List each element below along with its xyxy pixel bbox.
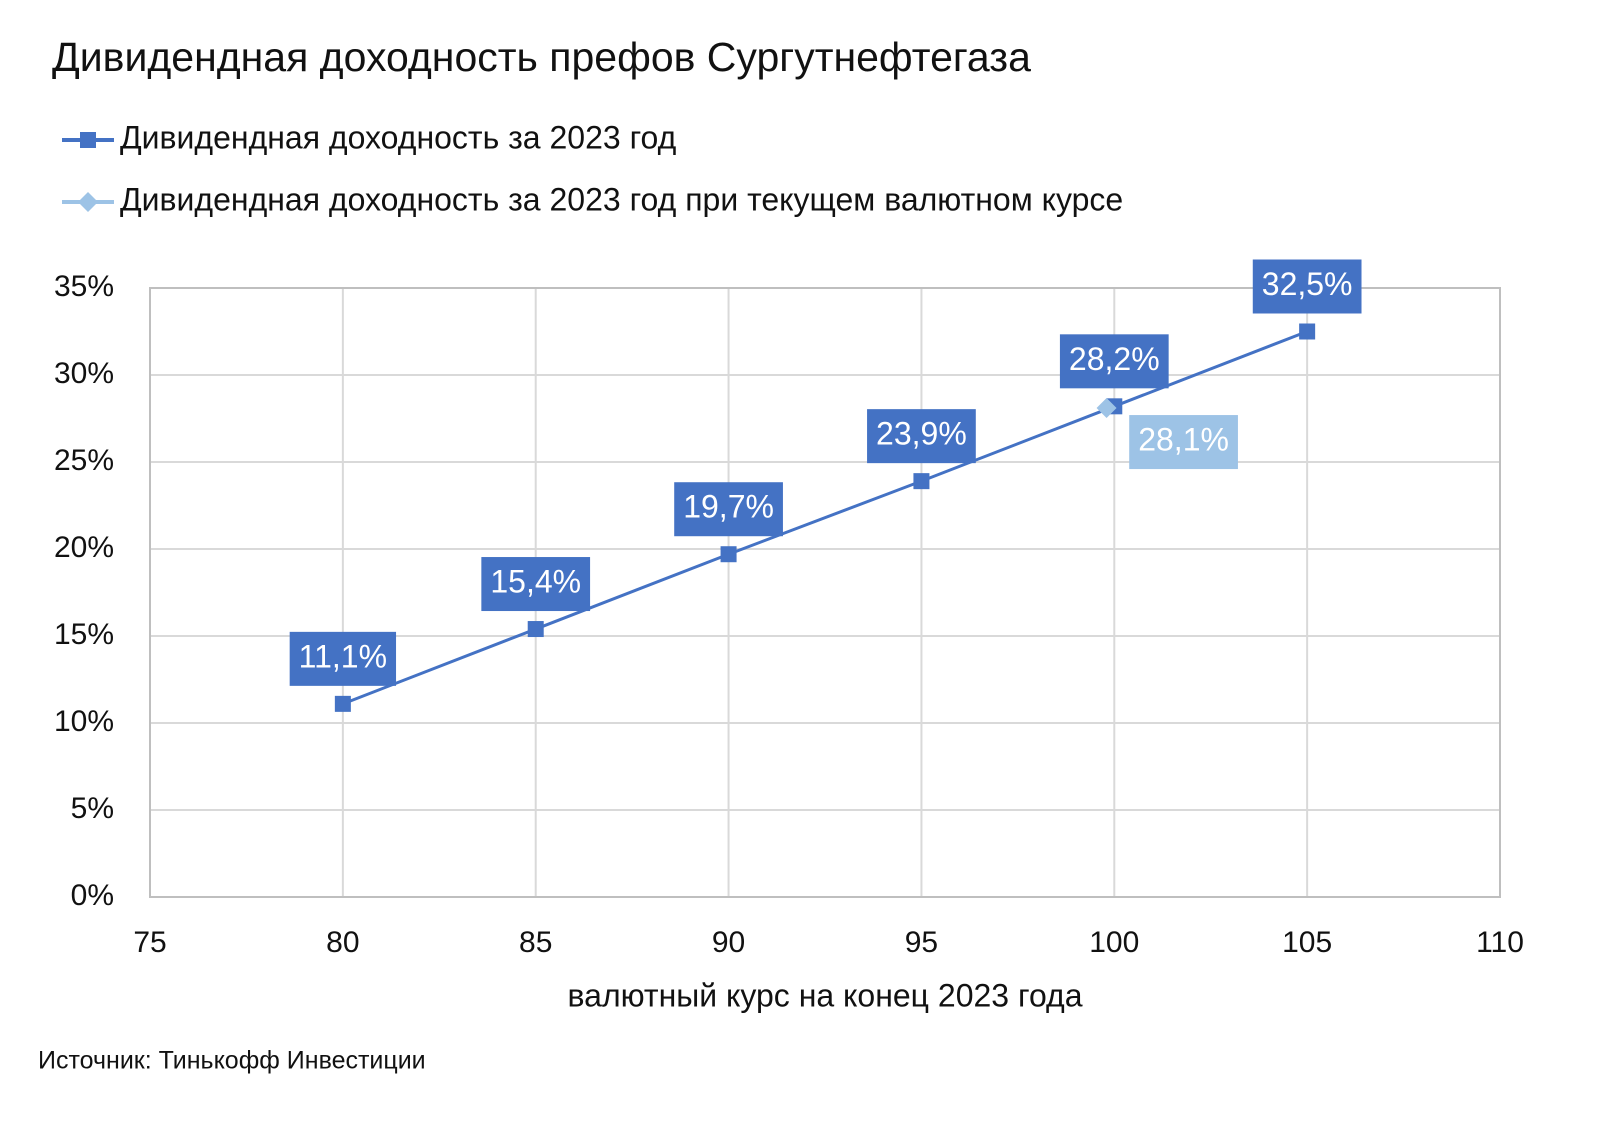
series-line	[342, 330, 1308, 706]
y-tick-label: 25%	[54, 444, 114, 477]
label-box	[1252, 259, 1362, 314]
x-tick-label: 95	[905, 926, 938, 959]
data-label: 28,1%	[1138, 422, 1229, 458]
source: Источник: Тинькофф Инвестиции	[38, 1047, 426, 1075]
plot-frame	[149, 287, 1501, 898]
y-tick-label: 10%	[54, 705, 114, 738]
label-box	[289, 631, 397, 686]
data-label: 32,5%	[1262, 266, 1353, 302]
data-label: 11,1%	[299, 638, 387, 674]
y-tick-label: 5%	[71, 792, 114, 825]
x-tick-label: 85	[519, 926, 552, 959]
data-point	[913, 473, 930, 490]
x-tick-label: 90	[712, 926, 745, 959]
x-tick-label: 110	[1476, 926, 1524, 959]
data-point	[334, 695, 351, 712]
x-tick-label: 100	[1089, 926, 1139, 959]
x-tick-label: 75	[133, 926, 166, 959]
y-tick-label: 15%	[54, 618, 114, 651]
x-tick-label: 105	[1282, 926, 1332, 959]
y-tick-label: 35%	[54, 270, 114, 303]
label-box	[674, 482, 783, 537]
label-box	[867, 409, 976, 464]
label-box	[1129, 415, 1238, 470]
y-tick-label: 30%	[54, 357, 114, 390]
legend-marker	[80, 132, 96, 148]
data-label: 28,2%	[1069, 341, 1160, 377]
x-axis-title: валютный курс на конец 2023 года	[568, 977, 1083, 1013]
legend-label: Дивидендная доходность за 2023 год	[120, 119, 677, 155]
label-box	[1059, 334, 1169, 389]
label-box	[481, 557, 591, 612]
x-tick-label: 80	[326, 926, 359, 959]
data-point	[1299, 323, 1316, 340]
data-label: 15,4%	[490, 563, 581, 599]
data-label: 19,7%	[683, 489, 774, 525]
data-point	[1096, 398, 1117, 419]
y-tick-label: 20%	[54, 531, 114, 564]
chart-title: Дивидендная доходность префов Сургутнефт…	[52, 34, 1031, 80]
data-point	[527, 621, 544, 638]
legend-label: Дивидендная доходность за 2023 год при т…	[120, 181, 1123, 217]
y-tick-label: 0%	[71, 879, 114, 912]
data-point	[720, 546, 737, 563]
data-label: 23,9%	[876, 416, 967, 452]
legend-marker	[78, 192, 98, 212]
